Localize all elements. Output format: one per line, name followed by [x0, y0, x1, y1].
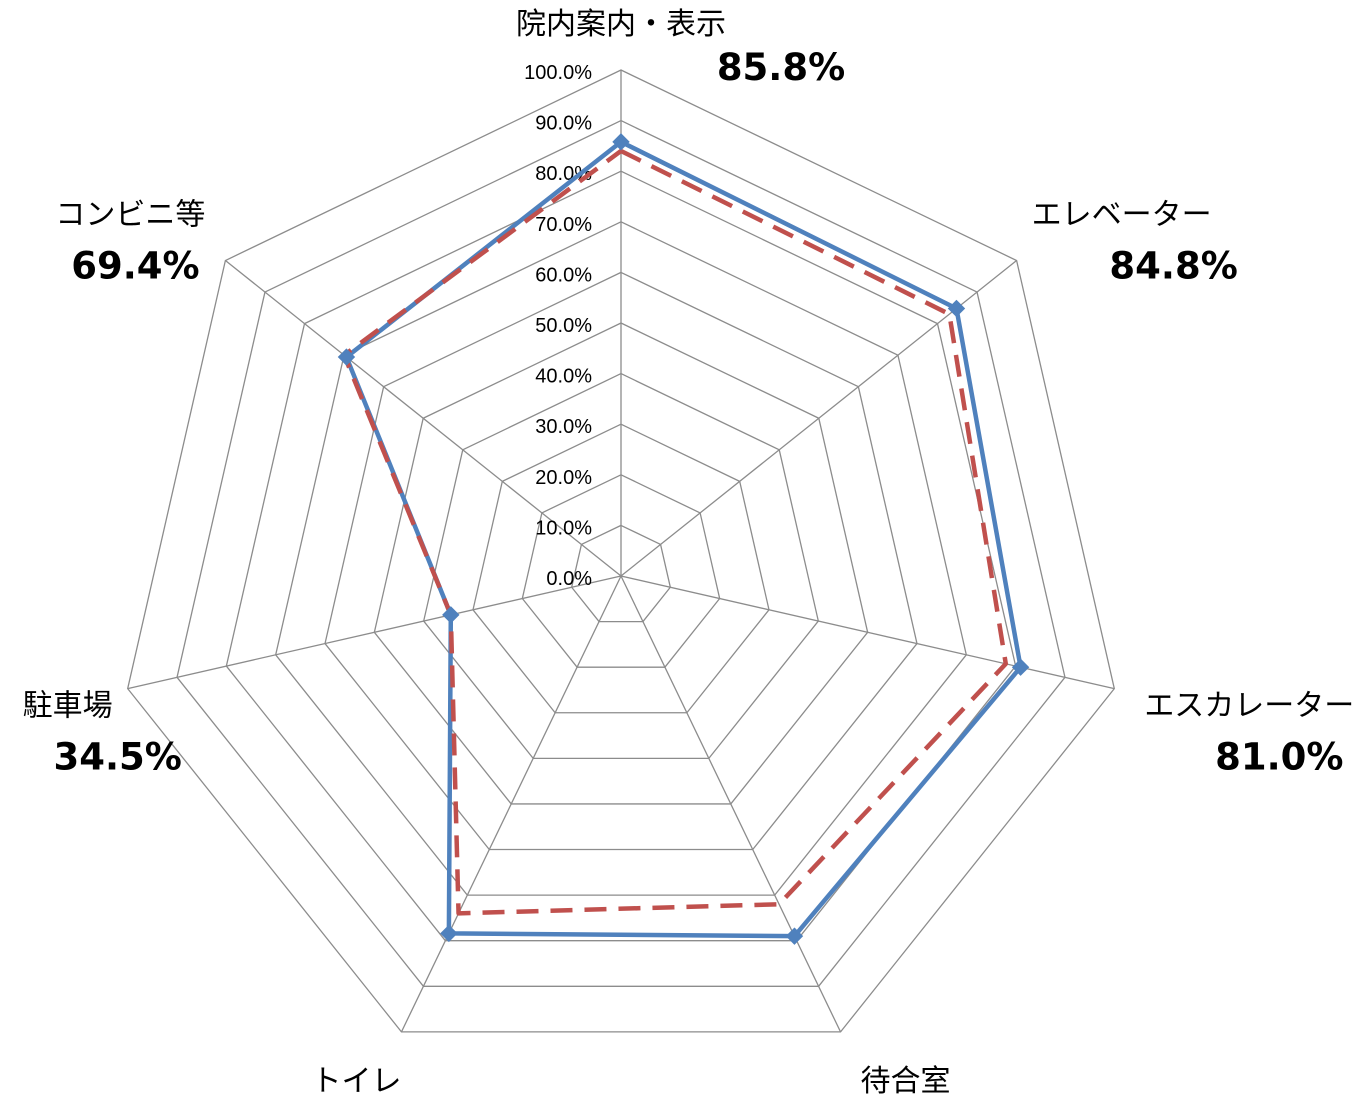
grid-spoke	[620, 575, 842, 1033]
grid-spoke	[400, 575, 622, 1033]
category-label: 院内案内・表示	[516, 7, 726, 42]
radial-tick-label: 60.0%	[535, 264, 592, 286]
grid-spoke	[620, 260, 1018, 577]
radial-tick-label: 80.0%	[535, 163, 592, 185]
radial-tick-label: 10.0%	[535, 517, 592, 539]
data-point-marker	[442, 606, 460, 624]
data-point-marker	[440, 924, 458, 943]
category-label: エレベーター	[1032, 198, 1212, 233]
grid-ring	[472, 423, 770, 714]
grid-ring	[521, 474, 721, 668]
radial-tick-label: 100.0%	[524, 62, 592, 84]
grid-ring	[570, 524, 672, 623]
radial-tick-label: 30.0%	[535, 416, 592, 438]
radial-tick-label: 40.0%	[535, 366, 592, 388]
value-label: 79.0%	[871, 1111, 999, 1114]
radial-tick-label: 50.0%	[535, 315, 592, 337]
data-point-marker	[337, 348, 356, 366]
grid-ring	[373, 322, 869, 805]
radial-tick-label: 20.0%	[535, 467, 592, 489]
tick-label-layer: 0.0% 10.0% 20.0% 30.0% 40.0% 50.0% 60.0% 70.0% 8…	[524, 62, 592, 590]
data-point-marker	[1011, 658, 1030, 676]
grid-ring	[422, 372, 820, 760]
value-label: 78.4%	[347, 1111, 475, 1114]
grid-spoke	[224, 260, 622, 577]
category-label: 駐車場	[23, 688, 113, 723]
grid-ring	[126, 69, 1116, 1033]
grid-ring	[176, 119, 1066, 987]
category-label: トイレ	[311, 1064, 401, 1099]
radial-tick-label: 0.0%	[546, 568, 592, 590]
value-label: 85.8%	[717, 46, 845, 89]
category-label: コンビニ等	[55, 198, 205, 233]
data-point-marker	[785, 927, 804, 945]
grid-layer	[126, 69, 1116, 1033]
radial-tick-label: 90.0%	[535, 113, 592, 135]
grid-ring	[225, 170, 1017, 942]
series-line-1	[344, 139, 1023, 939]
value-label: 81.0%	[1215, 735, 1343, 778]
grid-ring	[274, 221, 968, 896]
series-layer	[337, 133, 1030, 945]
data-point-marker	[612, 133, 630, 151]
category-label: エスカレーター	[1144, 688, 1354, 723]
value-label: 69.4%	[71, 245, 199, 288]
category-label: 待合室	[861, 1064, 951, 1099]
data-point-marker	[947, 299, 966, 318]
series-line-2	[341, 148, 1009, 916]
value-label: 84.8%	[1109, 245, 1237, 288]
grid-spoke	[620, 575, 1115, 690]
value-label: 34.5%	[53, 735, 181, 778]
category-label-layer: 院内案内・表示 85.8% エレベーター 84.8% エスカレーター 81.0% 待合室 79…	[23, 7, 1355, 1114]
radial-tick-label: 70.0%	[535, 214, 592, 236]
grid-spoke	[127, 575, 622, 690]
